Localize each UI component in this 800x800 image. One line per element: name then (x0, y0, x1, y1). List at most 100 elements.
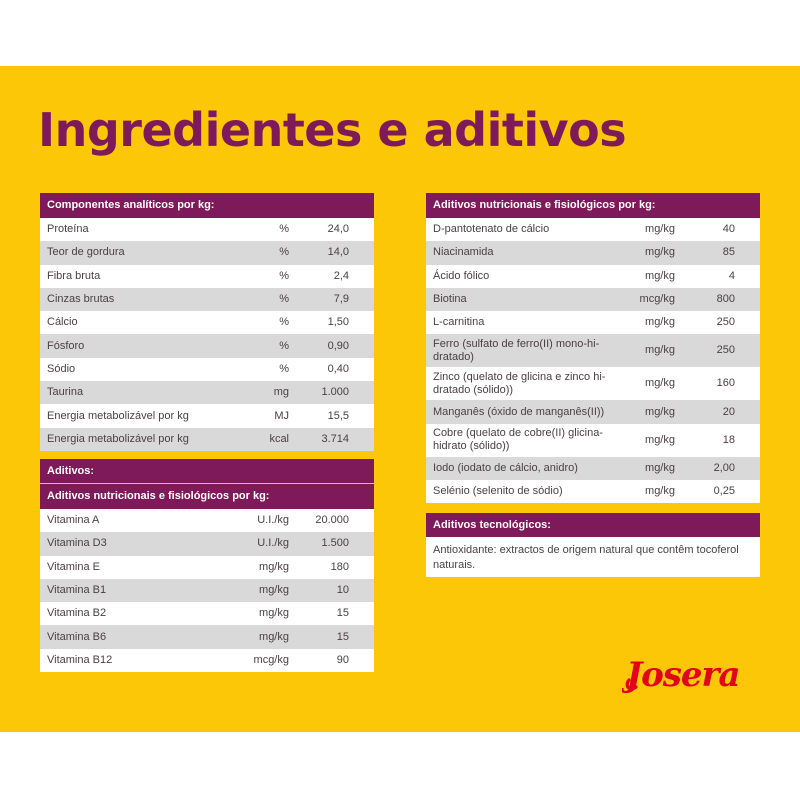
nutritional-row: L-carnitina mg/kg 250 (426, 311, 760, 335)
nutritional-row: Ferro (sulfato de ferro(II) mono-hi-drat… (426, 334, 760, 368)
row-value: 160 (716, 377, 735, 390)
technological-additives-box: Aditivos tecnológicos: Antioxidante: ext… (426, 513, 760, 577)
additives-rows: Vitamina A U.I./kg 20.000 Vitamina D3 U.I./k… (40, 509, 374, 673)
row-value: 15,5 (327, 409, 349, 422)
row-value: 20 (722, 405, 735, 418)
row-name: Teor de gordura (47, 246, 125, 259)
row-value: 1.000 (321, 386, 349, 399)
analytical-row: Teor de gordura% 14,0 (40, 241, 374, 265)
row-unit: mg/kg (645, 405, 675, 418)
row-unit: MJ (274, 409, 289, 422)
row-unit: mg/kg (645, 461, 675, 474)
row-value: 20.000 (315, 514, 349, 527)
row-value: 3.714 (321, 432, 349, 445)
row-name: Vitamina B2 (47, 607, 107, 620)
row-unit: U.I./kg (257, 537, 289, 550)
row-unit: mg/kg (645, 269, 675, 282)
technological-additives-text: Antioxidante: extractos de origem natura… (433, 544, 739, 571)
row-value: 15 (336, 630, 349, 643)
row-name: Vitamina E (47, 560, 100, 573)
analytical-row: Energia metabolizável por kg MJ 15,5 (40, 404, 374, 428)
row-value: 0,90 (327, 339, 349, 352)
page-title: Ingredientes e aditivos (38, 103, 627, 157)
row-unit: mg/kg (645, 246, 675, 259)
row-value: 1,50 (327, 316, 349, 329)
row-value: 24,0 (327, 223, 349, 236)
row-unit: mg (273, 386, 289, 399)
row-name: Biotina (433, 293, 467, 306)
row-value: 4 (728, 269, 735, 282)
row-name: Vitamina B1 (47, 584, 107, 597)
row-name: Vitamina A (47, 514, 100, 527)
analytical-rows: Proteína% 24,0 Teor de gordura% 14,0 Fibra b… (40, 218, 374, 451)
josera-logo-text: Josera (622, 655, 739, 695)
analytical-row: Cálcio% 1,50 (40, 311, 374, 335)
nutritional-row: Iodo (iodato de cálcio, anidro) mg/kg 2,00 (426, 456, 760, 481)
row-unit: mg/kg (645, 485, 675, 498)
row-name: Manganês (óxido de manganês(II)) (433, 405, 605, 418)
row-name: Fibra bruta (47, 269, 101, 282)
row-name: Cobre (quelato de cobre(II) glicina-hidr… (433, 427, 603, 453)
row-unit: % (279, 316, 289, 329)
row-value: 15 (336, 607, 349, 620)
nutritional-rows: D-pantotenato de cálcio mg/kg 40 Niacinamid… (426, 218, 760, 504)
nutritional-additives-table: Aditivos nutricionais e fisiológicos por… (426, 193, 760, 504)
additives-row: Vitamina E mg/kg 180 (40, 555, 374, 579)
row-value: 250 (716, 316, 735, 329)
row-unit: U.I./kg (257, 514, 289, 527)
additives-row: Vitamina B1 mg/kg 10 (40, 578, 374, 603)
row-name: Proteína (47, 223, 89, 236)
additives-row: Vitamina B2 mg/kg 15 (40, 602, 374, 626)
row-value: 2,4 (333, 269, 349, 282)
row-name: Energia metabolizável por kg (47, 409, 189, 422)
row-name: Vitamina B12 (47, 653, 113, 666)
row-name: Taurina (47, 386, 84, 399)
row-unit: mg/kg (645, 433, 675, 446)
nutritional-row: Niacinamida mg/kg 85 (426, 241, 760, 265)
row-unit: % (279, 339, 289, 352)
analytical-row: Cinzas brutas% 7,9 (40, 287, 374, 312)
nutritional-row: Cobre (quelato de cobre(II) glicina-hidr… (426, 423, 760, 457)
row-name: Cálcio (47, 316, 78, 329)
nutritional-row: Ácido fólico mg/kg 4 (426, 264, 760, 288)
row-value: 800 (716, 293, 735, 306)
row-value: 85 (722, 246, 735, 259)
nutritional-additives-header: Aditivos nutricionais e fisiológicos por… (426, 193, 760, 218)
row-unit: mcg/kg (253, 653, 289, 666)
row-unit: mg/kg (645, 316, 675, 329)
josera-logo: Josera (622, 655, 740, 695)
row-name: Iodo (iodato de cálcio, anidro) (433, 461, 578, 474)
row-value: 18 (722, 433, 735, 446)
row-unit: % (279, 293, 289, 306)
row-name: Fósforo (47, 339, 85, 352)
row-name: Ácido fólico (433, 269, 490, 282)
analytical-row: Proteína% 24,0 (40, 218, 374, 242)
row-unit: mcg/kg (639, 293, 675, 306)
additives-header: Aditivos: (40, 459, 374, 483)
row-value: 10 (336, 584, 349, 597)
row-unit: mg/kg (259, 560, 289, 573)
additives-row: Vitamina B12 mcg/kg 90 (40, 648, 374, 673)
analytical-row: Fósforo% 0,90 (40, 334, 374, 358)
row-value: 14,0 (327, 246, 349, 259)
nutritional-row: Manganês (óxido de manganês(II)) mg/kg 20 (426, 400, 760, 424)
row-unit: mg/kg (259, 584, 289, 597)
row-name: Selénio (selenito de sódio) (433, 485, 563, 498)
additives-table: Aditivos: Aditivos nutricionais e fisiol… (40, 459, 374, 673)
row-unit: mg/kg (645, 377, 675, 390)
row-value: 0,25 (713, 485, 735, 498)
row-unit: mg/kg (645, 223, 675, 236)
analytical-components-table: Componentes analíticos por kg: Proteína%… (40, 193, 374, 451)
nutritional-row: D-pantotenato de cálcio mg/kg 40 (426, 218, 760, 242)
row-value: 250 (716, 344, 735, 357)
row-value: 40 (722, 223, 735, 236)
nutritional-row: Selénio (selenito de sódio) mg/kg 0,25 (426, 480, 760, 504)
row-name: Sódio (47, 362, 76, 375)
row-name: Energia metabolizável por kg (47, 432, 189, 445)
row-name: L-carnitina (433, 316, 485, 329)
nutritional-row: Zinco (quelato de glicina e zinco hi-dra… (426, 367, 760, 401)
additives-row: Vitamina A U.I./kg 20.000 (40, 509, 374, 533)
row-unit: mg/kg (645, 344, 675, 357)
row-name: Ferro (sulfato de ferro(II) mono-hi-drat… (433, 337, 600, 363)
row-name: Cinzas brutas (47, 293, 115, 306)
